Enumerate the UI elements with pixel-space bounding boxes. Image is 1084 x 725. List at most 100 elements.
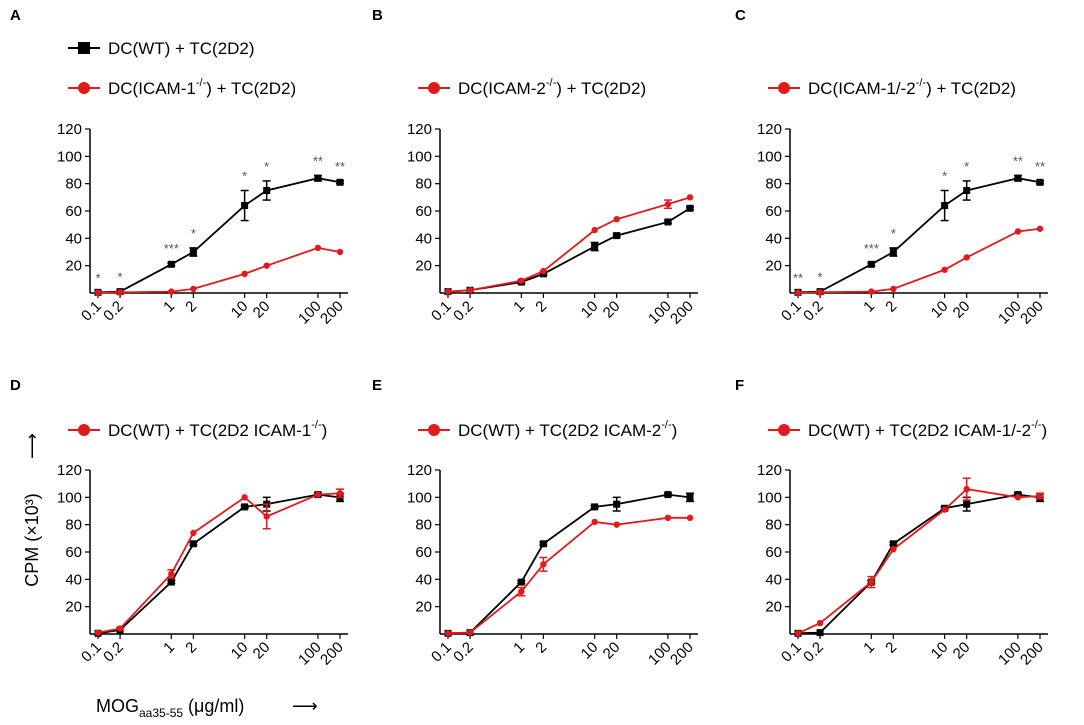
series-line: [97, 246, 341, 294]
data-point-circle: [518, 588, 525, 595]
data-point-circle: [1036, 492, 1044, 500]
significance-marker: ***: [164, 241, 179, 256]
data-point-circle: [518, 277, 525, 284]
y-axis-label: CPM (×10³): [22, 493, 42, 587]
significance-marker: *: [264, 159, 269, 174]
legend-label-superscript: -/-: [916, 77, 927, 89]
x-tick-label: 20: [250, 298, 274, 322]
data-point-square: [591, 243, 599, 251]
data-point-circle: [868, 288, 875, 295]
series-line: [97, 492, 341, 634]
x-tick-label: 2: [532, 298, 550, 316]
legend-entry: DC(WT) + TC(2D2 ICAM-1-/-): [68, 419, 327, 440]
data-point-circle: [336, 248, 344, 256]
panel-letter: E: [372, 377, 382, 394]
panel-d: DDC(WT) + TC(2D2 ICAM-1-/-)2040608010012…: [10, 377, 348, 669]
legend-label-superscript: -/-: [196, 77, 207, 89]
data-point-square: [963, 500, 971, 508]
y-tick-label: 60: [65, 203, 82, 220]
legend-label: DC(WT) + TC(2D2 ICAM-2-/-): [458, 419, 677, 440]
y-tick-label: 60: [765, 544, 782, 561]
significance-marker: *: [964, 159, 969, 174]
significance-marker: **: [1035, 159, 1045, 174]
significance-marker: *: [191, 226, 196, 241]
data-point-square: [263, 187, 271, 194]
y-tick-label: 120: [757, 121, 782, 138]
x-tick-label: 0.2: [450, 298, 477, 325]
y-tick-label: 20: [765, 599, 782, 616]
data-point-circle: [963, 254, 970, 261]
series-wt: [444, 491, 694, 637]
series-wt: [794, 491, 1044, 637]
panel-letter: B: [372, 7, 383, 24]
data-point-circle: [540, 561, 547, 568]
data-point-square: [941, 202, 949, 210]
significance-marker: **: [313, 153, 323, 168]
x-tick-label: 10: [928, 639, 952, 663]
data-point-square: [314, 174, 322, 182]
series-line: [447, 516, 690, 635]
y-tick-label: 100: [57, 489, 82, 506]
x-tick-label: 2: [182, 298, 200, 316]
legend-label-suffix: ) + TC(2D2): [926, 79, 1016, 98]
series-ko: [94, 244, 344, 296]
x-axis-label-unit: (μg/ml): [183, 696, 244, 716]
y-tick-label: 120: [407, 121, 432, 138]
x-tick-label: 0.2: [100, 639, 127, 666]
panels-layer: ADC(WT) + TC(2D2)DC(ICAM-1-/-) + TC(2D2)…: [10, 7, 1048, 669]
legend-circle-marker: [428, 424, 440, 436]
significance-marker: *: [95, 270, 100, 285]
panel-b: BDC(ICAM-2-/-) + TC(2D2)204060801001200.…: [372, 7, 698, 328]
series-line: [447, 493, 691, 635]
legend-label: DC(ICAM-1/-2-/-) + TC(2D2): [808, 77, 1016, 98]
y-tick-label: 20: [415, 599, 432, 616]
data-point-circle: [444, 288, 452, 295]
data-point-square: [336, 178, 344, 186]
data-point-circle: [314, 244, 322, 252]
x-tick-label: 2: [882, 298, 900, 316]
panel-f: FDC(WT) + TC(2D2 ICAM-1/-2-/-)2040608010…: [735, 377, 1048, 669]
data-point-circle: [591, 518, 598, 526]
data-point-circle: [613, 216, 620, 223]
x-tick-label: 1: [160, 298, 178, 316]
data-point-square: [613, 500, 621, 508]
y-tick-label: 40: [765, 230, 782, 247]
data-point-square: [241, 503, 249, 511]
x-tick-label: 1: [510, 639, 528, 657]
legend-entry: DC(ICAM-2-/-) + TC(2D2): [418, 77, 646, 98]
legend-label-suffix: ) + TC(2D2): [556, 79, 646, 98]
data-point-circle: [686, 194, 694, 201]
y-tick-label: 100: [757, 489, 782, 506]
data-point-square: [167, 260, 175, 268]
data-point-circle: [664, 514, 672, 522]
data-point-circle: [591, 226, 598, 234]
y-tick-label: 20: [415, 258, 432, 275]
significance-marker: *: [891, 226, 896, 241]
y-tick-label: 20: [765, 258, 782, 275]
legend-label-text: DC(WT) + TC(2D2 ICAM-2: [458, 421, 661, 440]
y-tick-label: 120: [57, 462, 82, 479]
data-point-square: [889, 540, 897, 548]
series-ko: [794, 225, 1044, 296]
x-tick-label: 1: [160, 639, 178, 657]
data-point-square: [867, 260, 875, 268]
x-tick-label: 10: [578, 639, 602, 663]
y-tick-label: 40: [415, 571, 432, 588]
series-ko: [444, 514, 694, 637]
data-point-circle: [890, 285, 897, 293]
panel-letter: F: [735, 377, 744, 394]
y-tick-label: 100: [407, 489, 432, 506]
x-tick-label: 10: [578, 298, 602, 322]
data-point-square: [889, 248, 897, 256]
data-point-circle: [686, 514, 694, 522]
legend-label-text: DC(WT) + TC(2D2 ICAM-1/-2: [808, 421, 1031, 440]
y-tick-label: 120: [407, 462, 432, 479]
legend-label-text: DC(WT) + TC(2D2): [108, 39, 255, 58]
legend-label-superscript: -/-: [546, 77, 557, 89]
panel-a: A DC(WT) + TC(2D2) DC(ICAM-1-/-) + TC(2D2)…: [10, 7, 348, 328]
legend-label-text: DC(ICAM-2: [458, 79, 546, 98]
significance-marker: **: [335, 159, 345, 174]
data-point-square: [664, 491, 672, 499]
x-tick-label: 10: [228, 298, 252, 322]
x-tick-label: 200: [317, 639, 347, 669]
